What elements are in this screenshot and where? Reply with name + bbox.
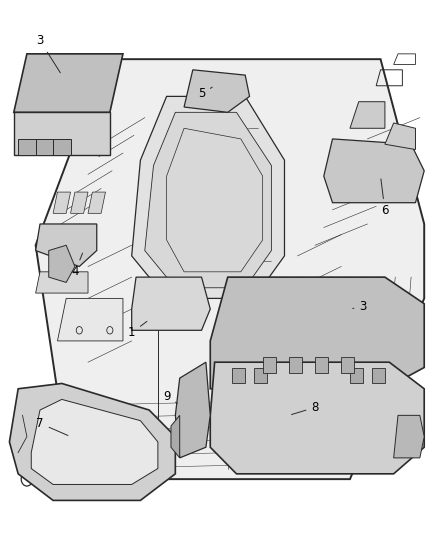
Polygon shape	[53, 192, 71, 213]
Polygon shape	[35, 272, 88, 293]
Polygon shape	[14, 112, 110, 155]
Polygon shape	[289, 357, 302, 373]
Text: 9: 9	[163, 390, 177, 403]
Polygon shape	[385, 123, 416, 150]
Text: 1: 1	[128, 321, 147, 340]
Polygon shape	[372, 368, 385, 383]
Polygon shape	[210, 362, 424, 474]
Text: 3: 3	[353, 300, 367, 313]
Polygon shape	[315, 357, 328, 373]
Polygon shape	[263, 357, 276, 373]
Polygon shape	[175, 362, 210, 458]
Polygon shape	[35, 224, 97, 266]
Polygon shape	[324, 139, 424, 203]
Polygon shape	[232, 368, 245, 383]
Polygon shape	[31, 399, 158, 484]
Polygon shape	[341, 357, 354, 373]
Polygon shape	[184, 70, 250, 112]
Polygon shape	[18, 139, 35, 155]
Polygon shape	[10, 383, 175, 500]
Polygon shape	[53, 139, 71, 155]
Polygon shape	[350, 102, 385, 128]
Polygon shape	[145, 112, 272, 288]
Text: 4: 4	[71, 253, 83, 278]
Text: 3: 3	[36, 34, 60, 73]
Polygon shape	[35, 59, 424, 479]
Polygon shape	[350, 368, 363, 383]
Polygon shape	[88, 192, 106, 213]
Polygon shape	[132, 277, 210, 330]
Polygon shape	[171, 415, 180, 458]
Polygon shape	[57, 298, 123, 341]
Text: 6: 6	[381, 179, 389, 217]
Text: 8: 8	[292, 401, 319, 415]
Polygon shape	[71, 192, 88, 213]
Polygon shape	[49, 245, 75, 282]
Polygon shape	[35, 139, 53, 155]
Text: 7: 7	[36, 417, 68, 435]
Polygon shape	[297, 298, 359, 341]
Polygon shape	[210, 277, 424, 389]
Polygon shape	[394, 415, 424, 458]
Polygon shape	[14, 54, 123, 112]
Polygon shape	[254, 368, 267, 383]
Polygon shape	[132, 96, 285, 298]
Text: 5: 5	[198, 87, 212, 100]
